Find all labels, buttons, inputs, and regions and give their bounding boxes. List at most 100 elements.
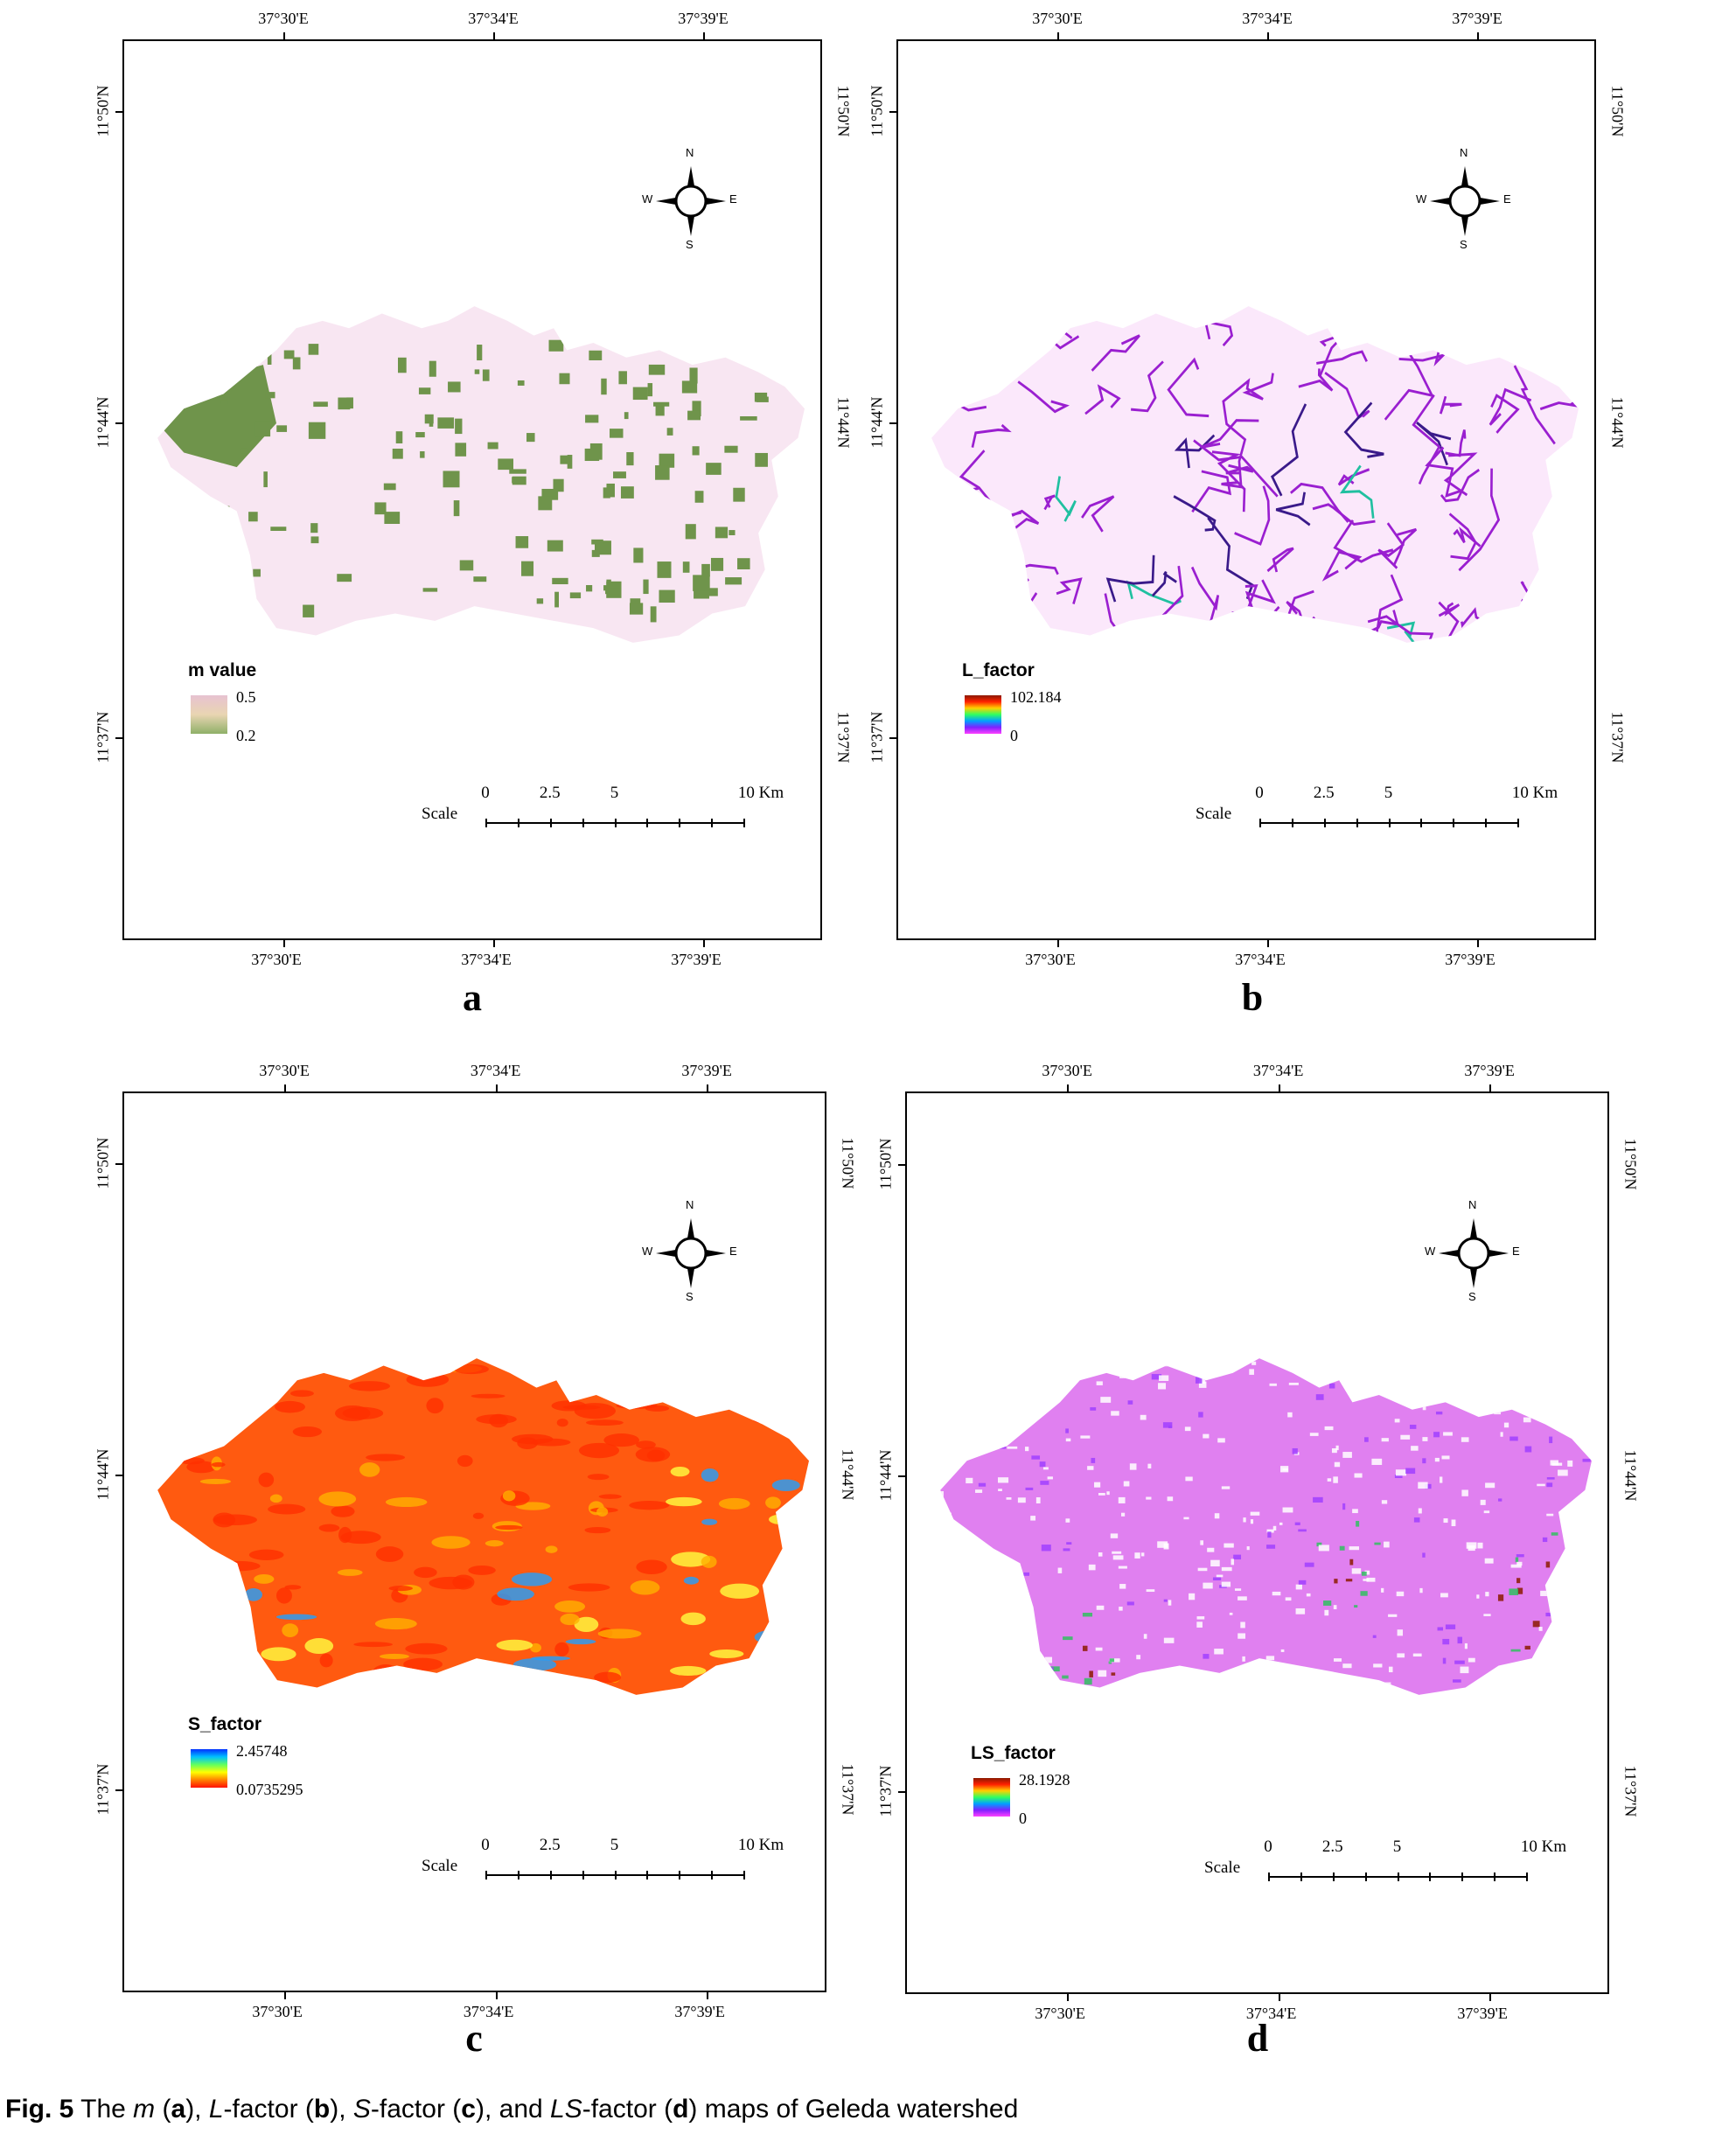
scale-number: 5	[1392, 1838, 1402, 1856]
scale-tick	[1356, 819, 1358, 827]
right-latitude-label: 11°50'N	[1608, 86, 1627, 137]
compass-s-label: S	[1460, 238, 1468, 251]
legend-title: S_factor	[188, 1714, 262, 1734]
left-latitude-label: 11°37'N	[94, 711, 112, 764]
north-arrow-compass	[1421, 1201, 1526, 1306]
graticule-tick	[493, 938, 495, 947]
caption-part: L	[208, 2095, 224, 2124]
left-latitude-label: 11°37'N	[868, 711, 886, 764]
right-latitude-label: 11°44'N	[1608, 396, 1627, 449]
compass-w-label: W	[1416, 192, 1427, 206]
north-arrow-compass	[1412, 149, 1517, 254]
caption-part: (	[155, 2095, 171, 2124]
scale-tick	[743, 819, 745, 827]
scale-number: 5	[610, 784, 619, 802]
legend-max-value: 102.184	[1010, 688, 1062, 706]
bottom-longitude-label: 37°39'E	[1457, 2005, 1508, 2022]
graticule-tick	[115, 422, 124, 424]
graticule-tick	[889, 422, 898, 424]
scale-tick	[646, 1871, 649, 1879]
scale-number: 0	[1264, 1838, 1272, 1856]
right-latitude-label: 11°37'N	[1608, 711, 1627, 764]
legend-title: m value	[188, 660, 257, 680]
top-longitude-label: 37°34'E	[1252, 1062, 1304, 1079]
caption-part: b	[313, 2095, 331, 2124]
scale-tick	[549, 819, 552, 827]
legend-min-value: 0	[1010, 727, 1018, 744]
graticule-tick	[1489, 1992, 1492, 2001]
compass-e-label: E	[729, 1245, 737, 1258]
top-longitude-label: 37°30'E	[258, 10, 309, 27]
scale-number: 10 Km	[1520, 1838, 1567, 1856]
caption-part: The	[80, 2095, 134, 2124]
legend-color-ramp	[191, 695, 227, 734]
compass-s-label: S	[686, 238, 694, 251]
top-longitude-label: 37°34'E	[1242, 10, 1293, 27]
right-latitude-label: 11°50'N	[839, 1138, 857, 1189]
right-latitude-label: 11°44'N	[839, 1448, 857, 1501]
graticule-tick	[898, 1475, 907, 1477]
caption-part: m	[133, 2095, 156, 2124]
scale-tick	[1485, 819, 1488, 827]
watershed-area	[157, 1358, 809, 1695]
graticule-tick	[898, 1790, 907, 1793]
left-latitude-label: 11°44'N	[94, 396, 112, 449]
scale-label: Scale	[422, 1857, 458, 1875]
watershed-map	[940, 1358, 1592, 1695]
scale-tick	[1494, 1872, 1496, 1881]
graticule-tick	[703, 32, 705, 41]
graticule-tick	[707, 1084, 709, 1093]
caption-part: c	[461, 2095, 476, 2124]
bottom-longitude-label: 37°39'E	[671, 951, 722, 968]
compass-s-label: S	[686, 1290, 694, 1303]
graticule-tick	[889, 737, 898, 740]
graticule-tick	[283, 32, 285, 41]
scale-tick	[1517, 819, 1519, 827]
graticule-tick	[707, 1991, 709, 1999]
graticule-tick	[703, 938, 705, 947]
graticule-tick	[115, 1163, 124, 1166]
compass-w-label: W	[1425, 1245, 1436, 1258]
scale-tick	[517, 1871, 519, 1879]
left-latitude-label: 11°50'N	[94, 86, 112, 137]
scale-tick	[743, 1871, 745, 1879]
scale-tick	[1526, 1872, 1528, 1881]
scale-tick	[1364, 1872, 1367, 1881]
watershed-map	[157, 306, 805, 643]
graticule-tick	[1477, 938, 1479, 947]
right-latitude-label: 11°50'N	[834, 86, 853, 137]
compass-w-label: W	[642, 1245, 653, 1258]
scale-tick	[485, 819, 487, 827]
graticule-tick	[1067, 1992, 1070, 2001]
north-arrow-compass	[638, 1201, 743, 1306]
left-latitude-label: 11°44'N	[94, 1448, 112, 1501]
compass-n-label: N	[1468, 1198, 1477, 1211]
left-latitude-label: 11°50'N	[94, 1138, 112, 1189]
panel-letter: a	[463, 976, 482, 1019]
legend-max-value: 0.5	[236, 688, 256, 706]
caption-part: -factor (	[582, 2095, 673, 2124]
compass-e-label: E	[1512, 1245, 1520, 1258]
scale-label: Scale	[1204, 1859, 1241, 1877]
scale-number: 2.5	[539, 784, 561, 802]
compass-e-label: E	[729, 192, 737, 206]
right-latitude-label: 11°37'N	[1621, 1765, 1640, 1817]
graticule-tick	[115, 1789, 124, 1792]
caption-part: ) maps of Geleda watershed	[688, 2095, 1019, 2124]
scale-tick	[582, 1871, 584, 1879]
scale-tick	[582, 819, 584, 827]
top-longitude-label: 37°30'E	[1042, 1062, 1092, 1079]
left-latitude-label: 11°44'N	[868, 396, 886, 449]
graticule-tick	[889, 111, 898, 114]
watershed-map	[931, 306, 1579, 643]
scale-number: 0	[1255, 784, 1264, 802]
scale-tick	[1268, 1872, 1270, 1881]
top-longitude-label: 37°34'E	[468, 10, 519, 27]
right-latitude-label: 11°44'N	[834, 396, 853, 449]
scale-number: 5	[610, 1836, 619, 1854]
compass-w-label: W	[642, 192, 653, 206]
scale-tick	[485, 1871, 487, 1879]
caption-part: LS	[550, 2095, 582, 2124]
graticule-tick	[1278, 1084, 1280, 1093]
caption-fig-number: Fig. 5	[5, 2095, 74, 2124]
